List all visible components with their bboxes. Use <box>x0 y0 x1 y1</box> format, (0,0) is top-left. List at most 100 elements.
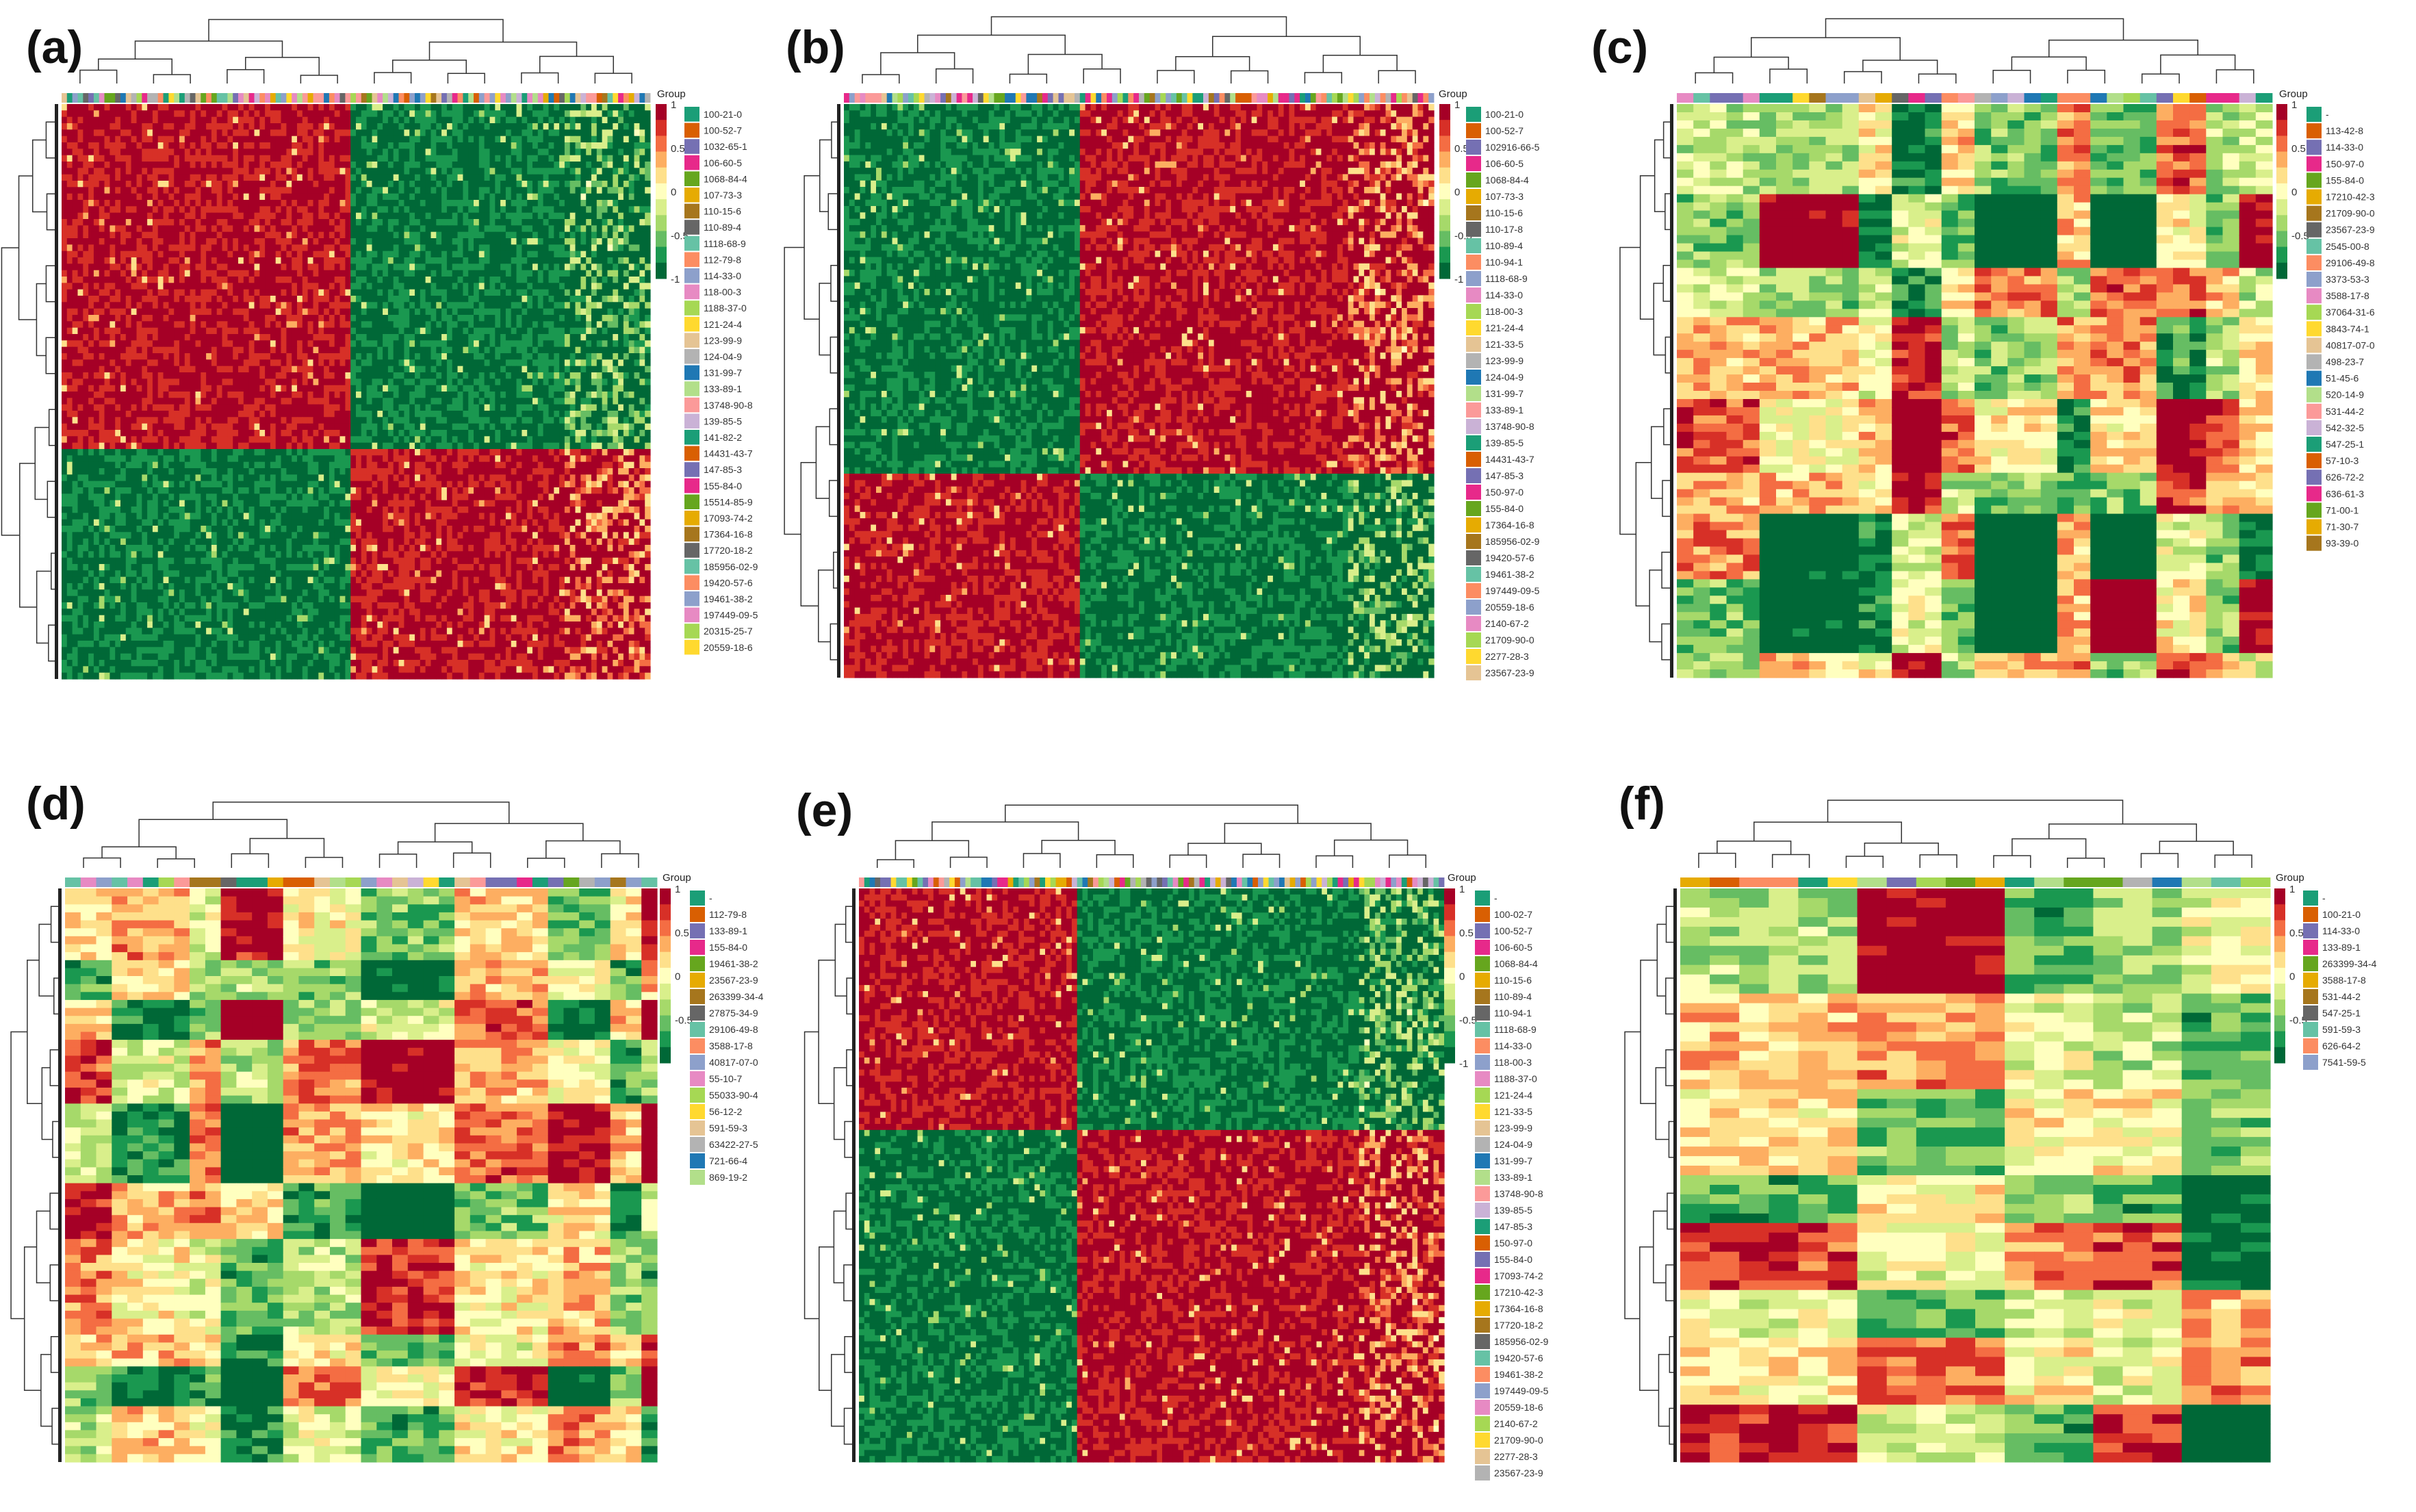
heatmap-cell <box>431 353 437 360</box>
heatmap-cell <box>409 219 415 226</box>
heatmap-cell <box>313 270 319 277</box>
heatmap-cell <box>345 181 350 188</box>
heatmap-cell <box>409 232 415 239</box>
heatmap-cell <box>190 238 196 245</box>
heatmap-cell <box>217 142 222 149</box>
heatmap-cell <box>490 168 496 175</box>
heatmap-cell <box>147 155 153 162</box>
heatmap-cell <box>126 162 131 168</box>
heatmap-cell <box>597 149 602 155</box>
heatmap-cell <box>570 251 576 258</box>
heatmap-cell <box>105 232 110 239</box>
heatmap-cell <box>522 194 527 201</box>
heatmap-cell <box>345 206 350 213</box>
heatmap-cell <box>388 359 394 366</box>
heatmap-cell <box>431 379 437 385</box>
heatmap-cell <box>468 366 474 373</box>
heatmap-cell <box>506 296 511 303</box>
heatmap-cell <box>532 251 538 258</box>
heatmap-cell <box>78 353 83 360</box>
heatmap-cell <box>522 321 527 328</box>
heatmap-cell <box>249 372 255 379</box>
heatmap-cell <box>361 213 367 220</box>
heatmap-cell <box>645 334 650 341</box>
heatmap-cell <box>115 175 120 181</box>
heatmap-cell <box>538 225 543 232</box>
heatmap-cell <box>597 200 602 207</box>
heatmap-cell <box>62 149 67 155</box>
heatmap-cell <box>554 309 559 316</box>
heatmap-cell <box>244 225 249 232</box>
heatmap-cell <box>597 213 602 220</box>
heatmap-cell <box>618 187 624 194</box>
heatmap-cell <box>147 162 153 168</box>
heatmap-cell <box>206 219 211 226</box>
heatmap-cell <box>158 334 164 341</box>
heatmap-cell <box>88 392 94 398</box>
heatmap-cell <box>447 175 452 181</box>
heatmap-cell <box>372 117 378 124</box>
heatmap-cell <box>142 155 147 162</box>
heatmap-cell <box>126 270 131 277</box>
heatmap-cell <box>73 117 78 124</box>
heatmap-cell <box>458 175 463 181</box>
heatmap-cell <box>335 257 340 264</box>
heatmap-cell <box>383 251 388 258</box>
heatmap-cell <box>377 359 383 366</box>
heatmap-cell <box>120 257 126 264</box>
heatmap-cell <box>158 244 164 251</box>
heatmap-cell <box>517 162 522 168</box>
heatmap-cell <box>436 340 441 347</box>
heatmap-cell <box>286 175 292 181</box>
heatmap-cell <box>168 392 174 398</box>
heatmap-cell <box>238 290 244 296</box>
heatmap-cell <box>131 219 137 226</box>
heatmap-cell <box>565 206 570 213</box>
heatmap-cell <box>185 264 190 270</box>
heatmap-cell <box>211 264 217 270</box>
heatmap-cell <box>211 175 217 181</box>
heatmap-cell <box>164 251 169 258</box>
heatmap-cell <box>447 359 452 366</box>
heatmap-cell <box>255 290 260 296</box>
heatmap-cell <box>126 168 131 175</box>
heatmap-cell <box>436 372 441 379</box>
heatmap-cell <box>608 238 613 245</box>
heatmap-cell <box>179 104 185 111</box>
heatmap-cell <box>367 187 372 194</box>
heatmap-cell <box>447 117 452 124</box>
heatmap-cell <box>255 200 260 207</box>
heatmap-cell <box>340 181 346 188</box>
heatmap-cell <box>613 251 618 258</box>
heatmap-cell <box>286 136 292 143</box>
heatmap-cell <box>629 321 634 328</box>
heatmap-cell <box>463 309 468 316</box>
heatmap-cell <box>179 264 185 270</box>
heatmap-cell <box>624 334 629 341</box>
heatmap-cell <box>153 334 158 341</box>
heatmap-cell <box>335 155 340 162</box>
heatmap-cell <box>527 385 532 392</box>
heatmap-cell <box>511 129 517 136</box>
heatmap-cell <box>244 385 249 392</box>
heatmap-cell <box>350 372 356 379</box>
heatmap-cell <box>73 142 78 149</box>
heatmap-cell <box>420 136 426 143</box>
heatmap-cell <box>105 321 110 328</box>
heatmap-cell <box>78 175 83 181</box>
heatmap-cell <box>602 200 608 207</box>
heatmap-cell <box>468 340 474 347</box>
heatmap-cell <box>639 142 645 149</box>
heatmap-cell <box>420 264 426 270</box>
heatmap-cell <box>624 142 629 149</box>
heatmap-cell <box>608 110 613 117</box>
heatmap-cell <box>73 232 78 239</box>
heatmap-cell <box>211 155 217 162</box>
heatmap-cell <box>426 251 431 258</box>
heatmap-cell <box>217 353 222 360</box>
heatmap-cell <box>517 283 522 290</box>
heatmap-cell <box>447 366 452 373</box>
heatmap-cell <box>147 181 153 188</box>
heatmap-cell <box>153 315 158 322</box>
heatmap-cell <box>458 225 463 232</box>
